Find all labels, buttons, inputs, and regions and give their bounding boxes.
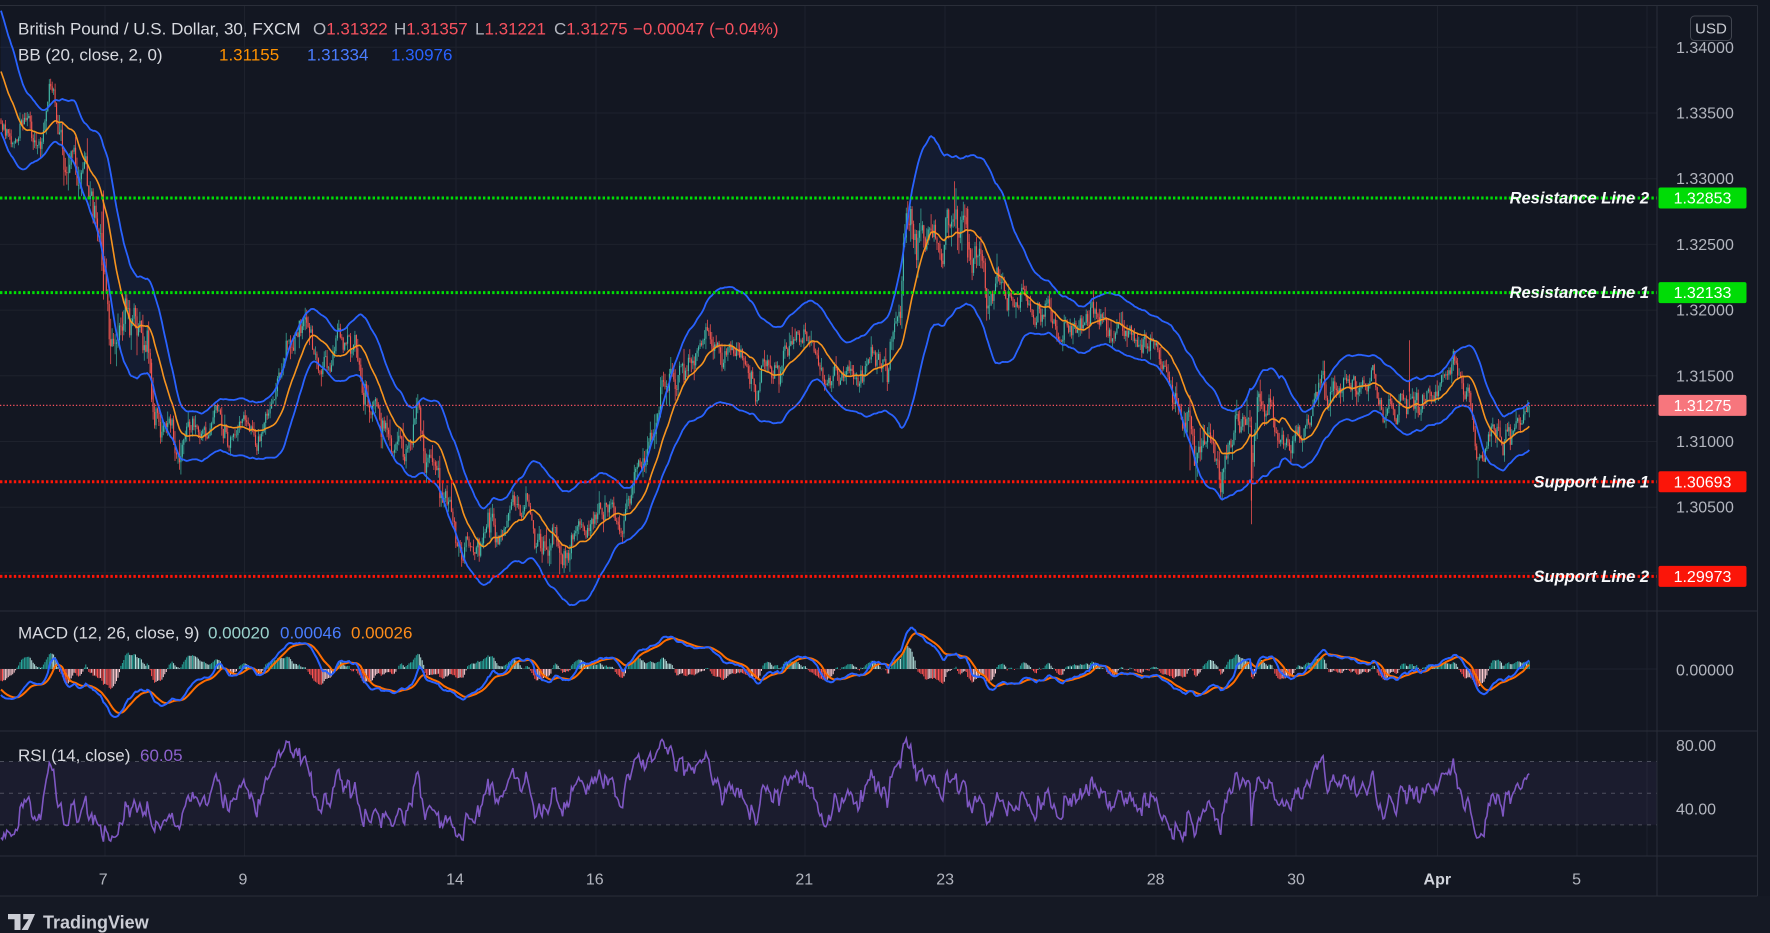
svg-text:16: 16	[586, 872, 604, 889]
svg-text:1.30500: 1.30500	[1676, 500, 1734, 517]
svg-text:TradingView: TradingView	[43, 913, 150, 933]
svg-text:1.32500: 1.32500	[1676, 237, 1734, 254]
svg-text:7: 7	[99, 872, 108, 889]
svg-text:0.00000: 0.00000	[1676, 663, 1734, 680]
svg-text:RSI (14, close)60.05: RSI (14, close) 60.05	[18, 746, 183, 765]
svg-text:1.29973: 1.29973	[1674, 569, 1732, 586]
svg-text:1.32853: 1.32853	[1674, 191, 1732, 208]
svg-text:British Pound / U.S. Dollar, 3: British Pound / U.S. Dollar, 30, FXCM O1.…	[18, 20, 779, 39]
svg-text:80.00: 80.00	[1676, 738, 1716, 755]
svg-text:23: 23	[936, 872, 954, 889]
svg-text:1.32133: 1.32133	[1674, 285, 1732, 302]
svg-text:1.32000: 1.32000	[1676, 303, 1734, 320]
svg-text:14: 14	[446, 872, 464, 889]
svg-text:1.31275: 1.31275	[1674, 398, 1732, 415]
svg-text:Support Line 2: Support Line 2	[1534, 568, 1650, 586]
svg-text:1.33000: 1.33000	[1676, 171, 1734, 188]
svg-text:9: 9	[239, 872, 248, 889]
svg-text:Support Line 1: Support Line 1	[1534, 473, 1650, 491]
svg-text:1.31000: 1.31000	[1676, 434, 1734, 451]
svg-text:Apr: Apr	[1424, 872, 1452, 889]
svg-text:USD: USD	[1695, 21, 1727, 38]
svg-text:1.31500: 1.31500	[1676, 368, 1734, 385]
svg-text:1.33500: 1.33500	[1676, 106, 1734, 123]
svg-text:Resistance Line 2: Resistance Line 2	[1510, 190, 1649, 208]
svg-text:21: 21	[795, 872, 813, 889]
svg-text:40.00: 40.00	[1676, 802, 1716, 819]
svg-text:MACD (12, 26, close, 9)0.00020: MACD (12, 26, close, 9) 0.00020 0.00046 0.0…	[18, 624, 412, 643]
svg-text:30: 30	[1287, 872, 1305, 889]
svg-text:Resistance Line 1: Resistance Line 1	[1510, 284, 1649, 302]
svg-text:1.30693: 1.30693	[1674, 474, 1732, 491]
svg-text:28: 28	[1147, 872, 1165, 889]
svg-text:5: 5	[1572, 872, 1581, 889]
svg-text:1.34000: 1.34000	[1676, 40, 1734, 57]
